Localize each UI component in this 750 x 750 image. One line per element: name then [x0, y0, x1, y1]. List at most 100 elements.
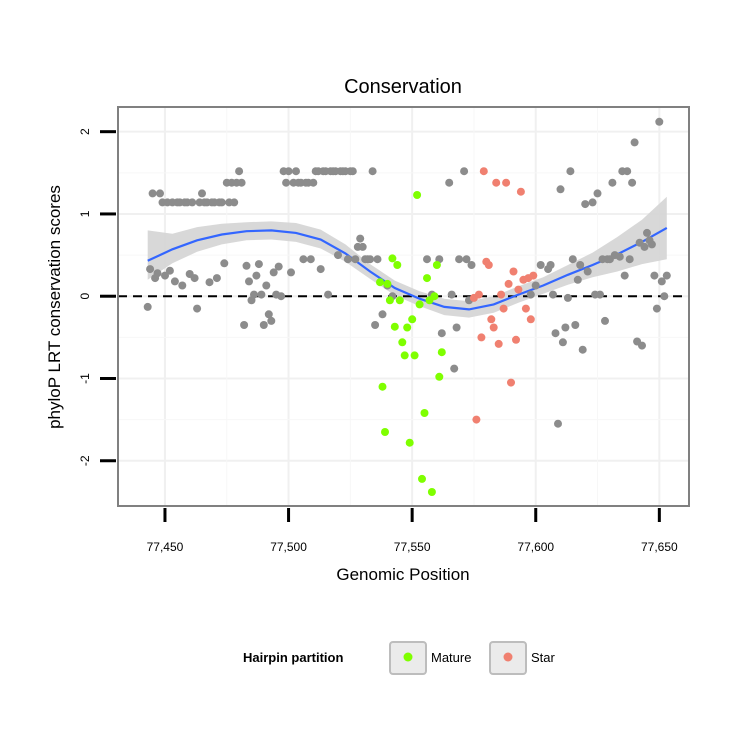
- legend-label-star: Star: [531, 650, 556, 665]
- data-point-other: [146, 265, 155, 274]
- data-point-other: [242, 261, 251, 270]
- data-point-other: [262, 281, 271, 290]
- data-point-other: [450, 364, 459, 373]
- data-point-mature: [381, 428, 389, 436]
- data-point-mature: [388, 254, 397, 263]
- data-point-other: [551, 329, 560, 338]
- data-point-other: [650, 271, 659, 280]
- data-point-star: [516, 187, 525, 196]
- data-point-other: [348, 167, 357, 176]
- data-point-mature: [403, 323, 412, 332]
- data-point-star: [521, 304, 530, 313]
- data-point-other: [250, 290, 258, 299]
- data-point-other: [561, 323, 570, 332]
- data-point-other: [309, 178, 318, 187]
- data-point-other: [343, 255, 352, 264]
- data-point-other: [165, 266, 174, 275]
- data-point-other: [573, 275, 582, 284]
- data-point-star: [474, 290, 483, 299]
- data-point-other: [531, 281, 540, 290]
- data-point-other: [576, 261, 585, 269]
- data-point-other: [148, 189, 157, 198]
- data-point-other: [460, 167, 469, 176]
- data-point-other: [657, 277, 666, 286]
- data-point-mature: [385, 296, 394, 305]
- data-point-other: [596, 290, 604, 299]
- data-point-other: [198, 189, 206, 198]
- data-point-other: [237, 178, 246, 187]
- data-point-star: [492, 178, 501, 187]
- data-point-other: [467, 261, 476, 269]
- data-point-star: [472, 415, 481, 424]
- data-point-mature: [410, 351, 419, 360]
- x-tick-label: 77,450: [147, 540, 184, 554]
- data-point-other: [267, 316, 276, 325]
- data-point-star: [504, 279, 513, 288]
- y-tick-label: -1: [78, 373, 92, 384]
- data-point-other: [190, 274, 199, 283]
- data-point-other: [588, 198, 597, 207]
- smooth-trend-line: [147, 226, 668, 311]
- data-point-other: [277, 292, 286, 301]
- data-point-star: [514, 285, 523, 294]
- data-point-other: [156, 189, 164, 198]
- x-tick-label: 77,550: [394, 540, 431, 554]
- chart-title: Conservation: [344, 76, 462, 98]
- y-tick-label: 0: [78, 293, 92, 300]
- data-point-star: [484, 261, 493, 269]
- data-point-other: [334, 251, 342, 260]
- data-point-other: [601, 316, 609, 325]
- data-point-other: [640, 242, 649, 251]
- data-point-other: [254, 260, 263, 269]
- data-point-mature: [393, 261, 402, 269]
- data-point-other: [549, 290, 557, 299]
- data-point-other: [445, 178, 454, 187]
- data-point-other: [356, 234, 365, 243]
- data-point-mature: [405, 438, 414, 447]
- x-axis-label: Genomic Position: [336, 565, 469, 584]
- data-point-other: [655, 117, 664, 126]
- data-point-mature: [420, 409, 429, 417]
- data-point-mature: [376, 278, 384, 287]
- data-point-other: [630, 138, 639, 147]
- data-point-star: [497, 290, 506, 299]
- data-point-other: [623, 167, 632, 176]
- data-point-other: [373, 255, 382, 264]
- data-point-other: [240, 321, 249, 329]
- data-point-other: [351, 255, 360, 264]
- y-tick-label: 2: [78, 128, 92, 135]
- legend: Hairpin partition Mature Star: [243, 641, 556, 675]
- data-point-other: [269, 268, 278, 277]
- data-point-other: [423, 255, 431, 264]
- data-point-other: [566, 167, 575, 176]
- y-tick-label: 1: [78, 210, 92, 217]
- data-point-other: [556, 185, 565, 194]
- data-point-star: [499, 304, 508, 313]
- x-tick-label: 77,650: [641, 540, 678, 554]
- data-point-other: [647, 240, 656, 249]
- data-point-other: [274, 262, 283, 271]
- y-axis: 2 1 0 -1 -2: [78, 128, 116, 466]
- data-point-other: [526, 290, 535, 299]
- smooth-line-layer: [147, 226, 668, 311]
- data-point-other: [628, 178, 637, 187]
- data-point-mature: [430, 292, 439, 301]
- data-point-other: [437, 329, 446, 338]
- data-point-other: [563, 293, 572, 302]
- data-point-other: [299, 255, 308, 264]
- data-point-star: [502, 178, 511, 187]
- x-tick-label: 77,600: [517, 540, 554, 554]
- data-point-other: [292, 167, 300, 176]
- data-point-other: [620, 271, 629, 280]
- data-point-mature: [432, 261, 441, 269]
- data-point-other: [608, 178, 617, 187]
- plot-panel: [118, 107, 689, 506]
- data-point-mature: [390, 322, 399, 331]
- data-point-mature: [398, 338, 407, 347]
- data-point-star: [489, 323, 498, 332]
- data-point-other: [378, 310, 387, 319]
- data-point-other: [316, 265, 325, 274]
- data-point-other: [220, 259, 229, 268]
- data-point-other: [235, 167, 244, 176]
